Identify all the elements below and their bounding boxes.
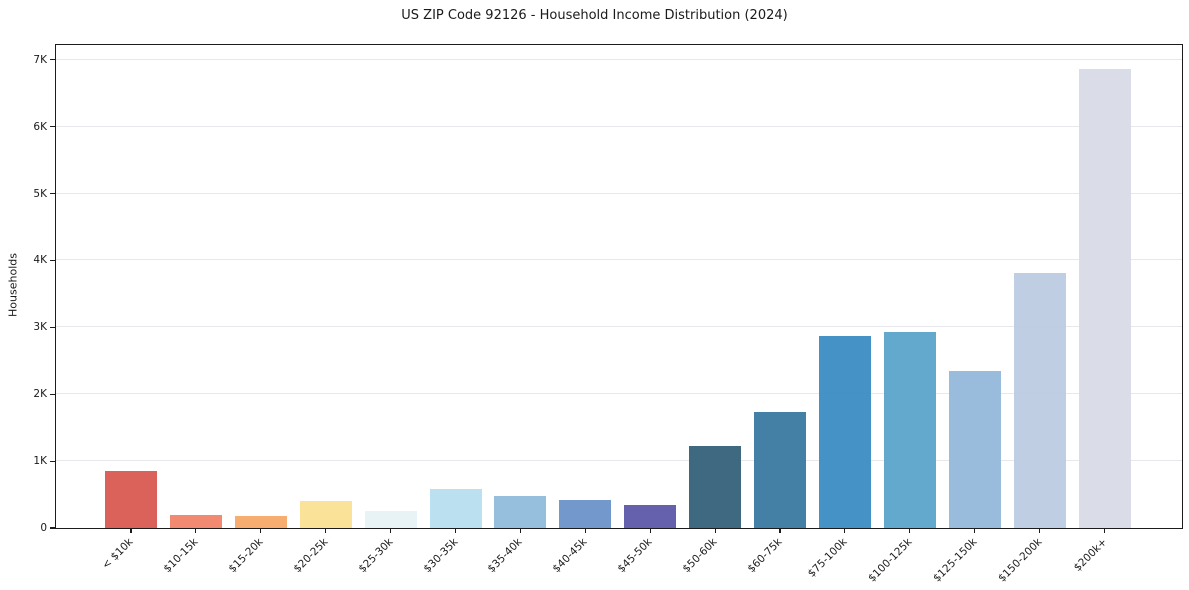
y-tick-label: 0 (40, 522, 47, 534)
y-tick-label: 6K (33, 120, 47, 133)
bar-10k (105, 471, 157, 528)
bar-75-100k (818, 336, 871, 528)
y-tick-label: 7K (33, 53, 47, 66)
bar-60-75k (754, 411, 806, 528)
bar-25-30k (364, 510, 417, 528)
y-tick-mark (50, 59, 55, 61)
y-tick-mark (50, 460, 55, 462)
gridline (56, 58, 1182, 60)
gridline (56, 192, 1182, 194)
bar-125-150k (948, 371, 1001, 528)
bar-150-200k (1013, 272, 1066, 528)
x-tick-mark (454, 528, 457, 533)
gridline (56, 393, 1182, 395)
x-tick-mark (195, 528, 197, 533)
y-tick-mark (50, 126, 55, 128)
x-tick-mark (260, 528, 262, 533)
y-tick-label: 3K (33, 321, 47, 334)
x-tick-mark (974, 528, 976, 533)
y-tick-mark (50, 326, 55, 328)
x-tick-mark (909, 528, 911, 533)
x-tick-mark (519, 528, 521, 533)
bar-35-40k (494, 495, 547, 528)
y-tick-mark (50, 259, 55, 261)
bar-40-45k (559, 499, 612, 528)
bar-50-60k (689, 446, 742, 528)
bar-15-20k (234, 516, 287, 528)
bar-20-25k (299, 500, 352, 528)
gridline (56, 326, 1182, 328)
bar-30-35k (429, 489, 482, 528)
x-tick-mark (844, 528, 846, 533)
y-tick-mark (50, 393, 55, 395)
x-tick-mark (130, 528, 132, 533)
bar-45-50k (624, 504, 677, 528)
chart-title: US ZIP Code 92126 - Household Income Dis… (401, 8, 788, 23)
x-tick-mark (714, 528, 716, 533)
y-tick-label: 2K (33, 388, 47, 401)
gridline (56, 259, 1182, 261)
gridline (56, 460, 1182, 462)
x-tick-mark (390, 528, 392, 533)
bar-10-15k (169, 514, 222, 528)
x-tick-mark (584, 528, 586, 533)
y-tick-mark (50, 192, 55, 195)
y-tick-mark (50, 527, 55, 529)
x-tick-mark (649, 528, 651, 533)
x-tick-mark (1039, 528, 1041, 533)
plot-area: 0 1K 2K 3K 4K 5K 6K 7K < $10k $10-15k $15-20k $20-2… (33, 44, 1183, 585)
y-tick-label: 1K (33, 455, 47, 468)
bar-200k (1078, 69, 1131, 528)
x-tick-label: < $10k (99, 536, 136, 572)
y-tick-label: 4K (33, 254, 47, 267)
x-tick-mark (1103, 528, 1106, 533)
bar-100-125k (883, 332, 936, 528)
gridline (56, 125, 1182, 127)
x-tick-mark (779, 528, 781, 533)
y-tick-label: 5K (33, 187, 47, 200)
x-tick-mark (325, 528, 327, 533)
